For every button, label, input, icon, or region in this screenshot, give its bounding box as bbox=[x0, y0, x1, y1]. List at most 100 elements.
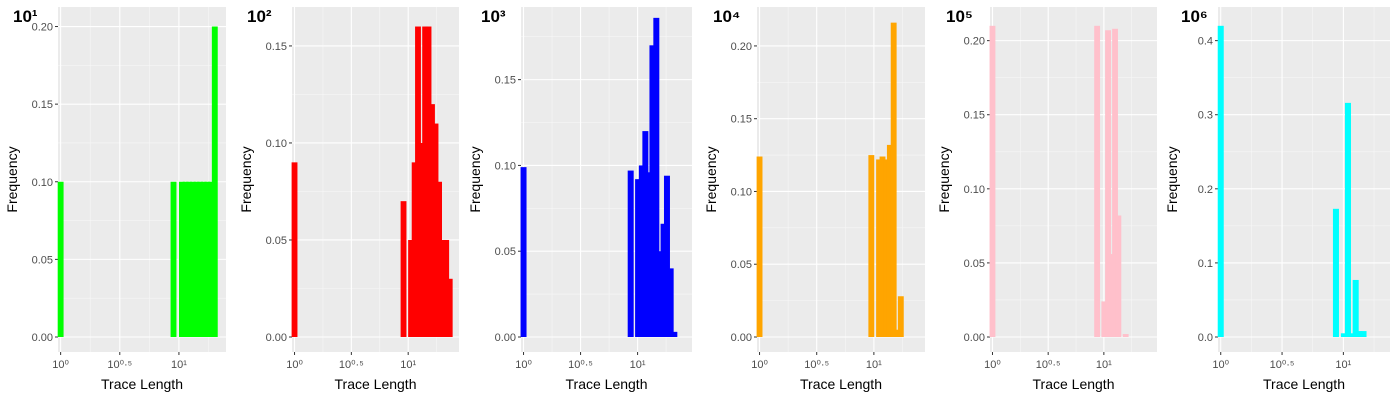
x-axis-title: Trace Length bbox=[566, 376, 648, 392]
histogram-bar bbox=[436, 181, 442, 337]
y-tick-label: 0.4 bbox=[1198, 36, 1213, 48]
x-tick-label: 10⁰ bbox=[1212, 359, 1229, 371]
panel-title: 10² bbox=[247, 7, 272, 26]
histogram-bar bbox=[411, 162, 418, 337]
x-tick-label: 10⁰ bbox=[984, 359, 1001, 371]
panel-title: 10⁶ bbox=[1181, 7, 1208, 26]
histogram-bar bbox=[1115, 215, 1122, 337]
x-tick-label: 10⁰·⁵ bbox=[339, 359, 364, 371]
y-tick-label: 0.20 bbox=[964, 36, 985, 48]
x-tick-label: 10¹ bbox=[400, 359, 416, 371]
x-tick-label: 10⁰·⁵ bbox=[568, 359, 593, 371]
histogram-bar bbox=[57, 181, 64, 337]
histogram-bar bbox=[635, 179, 642, 337]
x-tick-label: 10⁰·⁵ bbox=[1036, 359, 1061, 371]
histogram-bar bbox=[197, 181, 204, 337]
histogram-bar bbox=[429, 104, 435, 338]
y-tick-label: 0.10 bbox=[964, 184, 985, 196]
y-tick-label: 0.00 bbox=[32, 332, 53, 344]
histogram-bar bbox=[646, 172, 653, 337]
histogram-bar bbox=[671, 331, 678, 337]
histogram-bar bbox=[208, 181, 215, 337]
histogram-bar bbox=[660, 223, 667, 337]
histogram-bar bbox=[649, 45, 656, 337]
plot-background bbox=[757, 7, 925, 352]
histogram-bar bbox=[642, 131, 649, 337]
histogram-bar bbox=[663, 175, 670, 337]
y-axis-title: Frequency bbox=[936, 146, 952, 212]
y-tick-label: 0.05 bbox=[495, 246, 516, 258]
y-tick-label: 0.15 bbox=[495, 75, 516, 87]
x-tick-label: 10¹ bbox=[630, 359, 646, 371]
chart-panel-4: 0.00 0.05 0.10 0.15 0.20 10⁰ 10⁰·⁵ 10¹ 10⁴ Trace … bbox=[703, 7, 925, 392]
y-tick-label: 0.05 bbox=[731, 259, 752, 271]
histogram-bar bbox=[415, 26, 421, 338]
y-tick-label: 0.10 bbox=[731, 186, 752, 198]
y-tick-label: 0.15 bbox=[32, 99, 53, 111]
histogram-bar bbox=[1356, 331, 1363, 337]
chart-panel-6: 0.0 0.1 0.2 0.3 0.4 10⁰ 10⁰·⁵ 10¹ 10⁶ Trace Lengt… bbox=[1164, 7, 1390, 392]
histogram-bar bbox=[408, 239, 414, 337]
panel-title: 10⁵ bbox=[946, 7, 973, 26]
histogram-bar bbox=[1352, 279, 1359, 337]
y-axis-title: Frequency bbox=[703, 146, 719, 212]
y-tick-label: 0.05 bbox=[266, 235, 287, 247]
histogram-bar bbox=[1360, 331, 1367, 337]
y-tick-label: 0.10 bbox=[495, 160, 516, 172]
histogram-bar bbox=[1332, 208, 1339, 337]
y-tick-label: 0.05 bbox=[964, 258, 985, 270]
y-tick-label: 0.1 bbox=[1198, 258, 1213, 270]
panel-title: 10³ bbox=[481, 7, 506, 26]
x-axis-title: Trace Length bbox=[800, 376, 882, 392]
histogram-bar bbox=[439, 239, 446, 337]
x-tick-label: 10¹ bbox=[866, 359, 882, 371]
plot-background bbox=[1218, 7, 1390, 352]
histogram-bar bbox=[627, 170, 634, 337]
histogram-bar bbox=[200, 181, 207, 337]
histogram-bar bbox=[443, 239, 450, 337]
y-tick-label: 0.00 bbox=[266, 332, 287, 344]
histogram-bar bbox=[446, 278, 453, 337]
chart-panel-5: 0.00 0.05 0.10 0.15 0.20 10⁰ 10⁰·⁵ 10¹ 10⁵ Trace … bbox=[936, 7, 1157, 392]
histogram-bar bbox=[1217, 25, 1224, 338]
histogram-bar bbox=[756, 156, 763, 337]
histogram-bar bbox=[653, 17, 660, 337]
y-tick-label: 0.3 bbox=[1198, 110, 1213, 122]
histogram-bar bbox=[1105, 30, 1111, 337]
histogram-bar bbox=[204, 181, 211, 337]
histogram-bar bbox=[422, 26, 429, 338]
x-tick-label: 10⁰ bbox=[52, 359, 69, 371]
y-tick-label: 0.00 bbox=[964, 332, 985, 344]
histogram-bar bbox=[189, 181, 196, 337]
x-tick-label: 10¹ bbox=[1096, 359, 1112, 371]
histogram-bar bbox=[520, 167, 527, 337]
x-axis-title: Trace Length bbox=[1033, 376, 1115, 392]
y-tick-label: 0.15 bbox=[731, 114, 752, 126]
x-tick-label: 10⁰·⁵ bbox=[107, 359, 132, 371]
histogram-bar bbox=[1108, 254, 1115, 337]
y-axis-title: Frequency bbox=[467, 146, 483, 212]
y-tick-label: 0.20 bbox=[32, 22, 53, 34]
histogram-bar bbox=[1122, 334, 1129, 337]
chart-panel-1: 0.00 0.05 0.10 0.15 0.20 10⁰ 10⁰·⁵ 10¹ 10¹ Trace … bbox=[4, 7, 226, 392]
histogram-bar bbox=[186, 181, 193, 337]
histogram-bar bbox=[897, 296, 904, 337]
chart-panel-2: 0.00 0.05 0.10 0.15 10⁰ 10⁰·⁵ 10¹ 10² Trace Leng… bbox=[238, 7, 459, 392]
histogram-bar bbox=[879, 156, 886, 337]
histogram-bar bbox=[418, 142, 425, 337]
y-tick-label: 0.00 bbox=[731, 332, 752, 344]
histogram-bar bbox=[425, 26, 432, 338]
y-axis-title: Frequency bbox=[4, 146, 20, 212]
y-axis-title: Frequency bbox=[238, 146, 254, 212]
histogram-bar bbox=[1344, 102, 1351, 337]
histogram-bar bbox=[432, 123, 439, 337]
histogram-bar bbox=[868, 155, 875, 337]
x-axis-title: Trace Length bbox=[1263, 376, 1345, 392]
histogram-bar bbox=[1094, 25, 1101, 338]
x-tick-label: 10⁰ bbox=[751, 359, 768, 371]
histogram-bar bbox=[1101, 301, 1108, 337]
y-tick-label: 0.10 bbox=[266, 138, 287, 150]
chart-panel-3: 0.00 0.05 0.10 0.15 10⁰ 10⁰·⁵ 10¹ 10³ Trace Leng… bbox=[467, 7, 692, 392]
histogram-bar bbox=[638, 165, 645, 337]
histogram-bar bbox=[1112, 28, 1118, 337]
